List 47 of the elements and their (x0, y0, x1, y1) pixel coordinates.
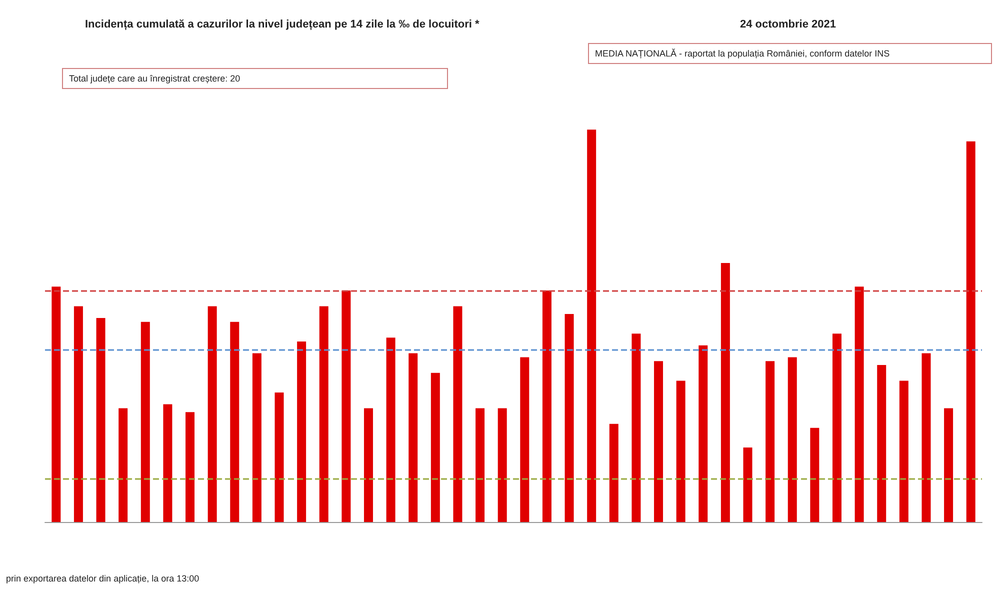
bar (498, 408, 507, 522)
bar (609, 424, 618, 522)
bar (408, 353, 418, 522)
bar (832, 334, 842, 522)
bar (186, 412, 195, 522)
bar (208, 306, 217, 522)
bar (52, 286, 61, 522)
bar (587, 130, 596, 522)
chart-subtitle: 24 octombrie 2021 (740, 18, 836, 30)
bar (810, 428, 820, 522)
bar (453, 306, 462, 522)
bar (96, 318, 106, 522)
bar (698, 345, 708, 522)
bar (743, 447, 752, 522)
text: Total județe care au înregistrat creștere: 20 (69, 74, 240, 84)
chart-title: Incidența cumulată a cazurilor la nivel județean pe 14 zile la ‰ de locuitori * (85, 18, 480, 30)
bar (632, 334, 641, 522)
bar (118, 408, 128, 522)
bar (364, 408, 373, 522)
bar (922, 353, 931, 522)
bar (520, 357, 530, 522)
bar (342, 290, 351, 522)
bar (386, 338, 396, 522)
bar (476, 408, 485, 522)
bar (676, 380, 686, 522)
bar (564, 314, 574, 522)
bar (252, 353, 262, 522)
bar (854, 286, 864, 522)
bar (788, 357, 797, 522)
bar (654, 361, 664, 522)
bar (766, 361, 775, 522)
bar (944, 408, 954, 522)
bar (966, 141, 976, 522)
bar (274, 392, 284, 522)
bar (877, 365, 886, 522)
bar (542, 290, 552, 522)
bar (720, 263, 730, 522)
bar (163, 404, 172, 522)
bar (297, 342, 306, 522)
bar (230, 322, 240, 522)
bar (430, 372, 440, 522)
text: prin exportarea datelor din aplicație, la ora 13:00 (6, 574, 200, 584)
bar (319, 306, 328, 522)
bar (140, 322, 150, 522)
bar (74, 306, 83, 522)
text: MEDIA NAȚIONALĂ - raportat la populația României, conform datelor INS (595, 48, 890, 58)
bar (899, 380, 908, 522)
